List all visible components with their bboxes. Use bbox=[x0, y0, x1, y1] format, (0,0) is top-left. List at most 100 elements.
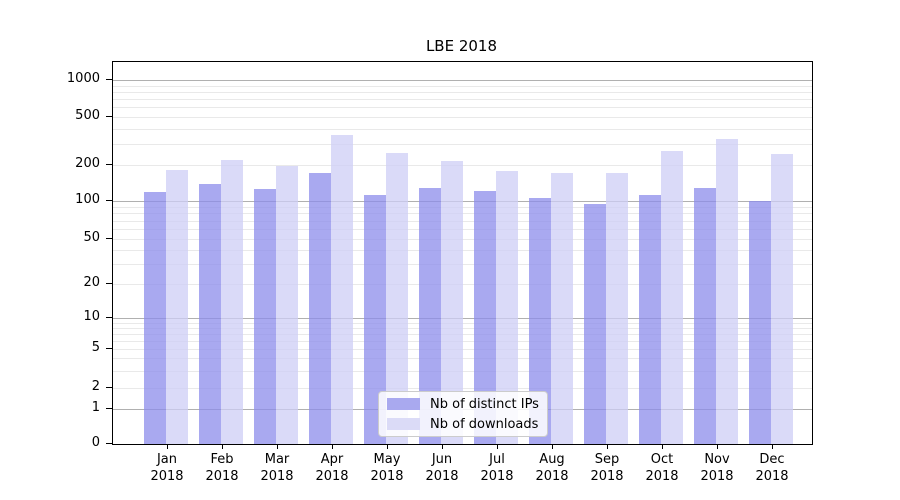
x-tick-mark bbox=[552, 444, 553, 449]
y-tick-label: 10 bbox=[83, 309, 100, 324]
bar-distinct-ips bbox=[749, 201, 771, 444]
x-tick-mark bbox=[772, 444, 773, 449]
bar-downloads bbox=[551, 173, 573, 444]
x-tick-mark bbox=[167, 444, 168, 449]
x-tick-mark bbox=[222, 444, 223, 449]
bar-downloads bbox=[166, 170, 188, 444]
y-tick-label: 2 bbox=[91, 379, 100, 394]
y-tick-label: 100 bbox=[75, 192, 100, 207]
bar-downloads bbox=[771, 154, 793, 444]
bar-downloads bbox=[276, 166, 298, 444]
bar-distinct-ips bbox=[639, 195, 661, 444]
gridline-minor bbox=[113, 99, 812, 101]
bar-distinct-ips bbox=[254, 189, 276, 444]
y-tick-mark bbox=[106, 116, 112, 117]
legend: Nb of distinct IPs Nb of downloads bbox=[378, 391, 548, 437]
legend-item: Nb of distinct IPs bbox=[387, 397, 547, 412]
x-tick-year: 2018 bbox=[480, 469, 514, 484]
x-tick-month: Aug bbox=[539, 452, 565, 467]
y-tick-mark bbox=[106, 443, 112, 444]
y-tick-label: 1000 bbox=[66, 71, 100, 86]
y-tick-label: 20 bbox=[83, 275, 100, 290]
x-tick-label: Jul 2018 bbox=[469, 451, 525, 485]
x-tick-label: Dec 2018 bbox=[744, 451, 800, 485]
x-tick-month: Sep bbox=[594, 452, 620, 467]
bar-downloads bbox=[221, 160, 243, 444]
x-tick-label: Feb 2018 bbox=[194, 451, 250, 485]
x-tick-mark bbox=[332, 444, 333, 449]
x-tick-label: Nov 2018 bbox=[689, 451, 745, 485]
x-tick-mark bbox=[662, 444, 663, 449]
x-tick-year: 2018 bbox=[590, 469, 624, 484]
bar-downloads bbox=[606, 173, 628, 444]
bar-distinct-ips bbox=[474, 191, 496, 444]
gridline-minor bbox=[113, 117, 812, 118]
x-tick-label: Oct 2018 bbox=[634, 451, 690, 485]
bar-distinct-ips bbox=[529, 198, 551, 444]
gridline-minor bbox=[113, 91, 812, 93]
x-tick-label: Mar 2018 bbox=[249, 451, 305, 485]
bar-downloads bbox=[386, 153, 408, 444]
y-tick-label: 5 bbox=[91, 340, 100, 355]
bar-distinct-ips bbox=[364, 195, 386, 444]
x-tick-year: 2018 bbox=[425, 469, 459, 484]
legend-swatch-distinct-ips bbox=[387, 398, 420, 410]
y-tick-label: 200 bbox=[75, 156, 100, 171]
y-tick-mark bbox=[106, 387, 112, 388]
y-tick-label: 0 bbox=[91, 435, 100, 450]
y-tick-mark bbox=[106, 164, 112, 165]
y-tick-mark bbox=[106, 317, 112, 318]
x-tick-year: 2018 bbox=[260, 469, 294, 484]
bar-downloads bbox=[441, 161, 463, 444]
x-tick-year: 2018 bbox=[315, 469, 349, 484]
x-tick-label: Jun 2018 bbox=[414, 451, 470, 485]
x-tick-year: 2018 bbox=[700, 469, 734, 484]
x-tick-month: Feb bbox=[210, 452, 234, 467]
gridline-minor bbox=[113, 107, 812, 109]
y-tick-mark bbox=[106, 200, 112, 201]
bar-distinct-ips bbox=[309, 173, 331, 444]
y-tick-mark bbox=[106, 408, 112, 409]
x-tick-month: Mar bbox=[264, 452, 290, 467]
y-tick-mark bbox=[106, 238, 112, 239]
x-tick-month: Apr bbox=[320, 452, 344, 467]
bar-downloads bbox=[716, 139, 738, 444]
plot-area bbox=[112, 61, 813, 445]
x-tick-label: May 2018 bbox=[359, 451, 415, 485]
x-tick-year: 2018 bbox=[205, 469, 239, 484]
x-tick-year: 2018 bbox=[645, 469, 679, 484]
bar-distinct-ips bbox=[144, 192, 166, 444]
x-tick-month: May bbox=[373, 452, 401, 467]
legend-item-label: Nb of distinct IPs bbox=[430, 396, 539, 412]
x-tick-year: 2018 bbox=[150, 469, 184, 484]
bar-distinct-ips bbox=[584, 204, 606, 444]
x-tick-label: Aug 2018 bbox=[524, 451, 580, 485]
x-tick-mark bbox=[717, 444, 718, 449]
gridline-minor bbox=[113, 143, 812, 145]
bar-distinct-ips bbox=[694, 188, 716, 444]
bar-downloads bbox=[331, 135, 353, 444]
x-tick-month: Jul bbox=[489, 452, 505, 467]
x-tick-month: Nov bbox=[704, 452, 730, 467]
bar-downloads bbox=[661, 151, 683, 444]
y-tick-mark bbox=[106, 79, 112, 80]
x-tick-month: Jun bbox=[431, 452, 453, 467]
x-tick-mark bbox=[387, 444, 388, 449]
x-tick-mark bbox=[277, 444, 278, 449]
legend-item-label: Nb of downloads bbox=[430, 416, 539, 432]
x-tick-month: Oct bbox=[650, 452, 674, 467]
bar-downloads bbox=[496, 171, 518, 444]
x-tick-mark bbox=[497, 444, 498, 449]
x-tick-month: Dec bbox=[759, 452, 785, 467]
x-tick-label: Jan 2018 bbox=[139, 451, 195, 485]
gridline-major bbox=[113, 80, 812, 81]
legend-swatch-downloads bbox=[387, 418, 420, 430]
bar-distinct-ips bbox=[419, 188, 441, 444]
x-tick-year: 2018 bbox=[755, 469, 789, 484]
bar-distinct-ips bbox=[199, 184, 221, 444]
x-tick-year: 2018 bbox=[535, 469, 569, 484]
x-tick-label: Apr 2018 bbox=[304, 451, 360, 485]
legend-item: Nb of downloads bbox=[387, 417, 547, 432]
y-tick-label: 500 bbox=[75, 108, 100, 123]
